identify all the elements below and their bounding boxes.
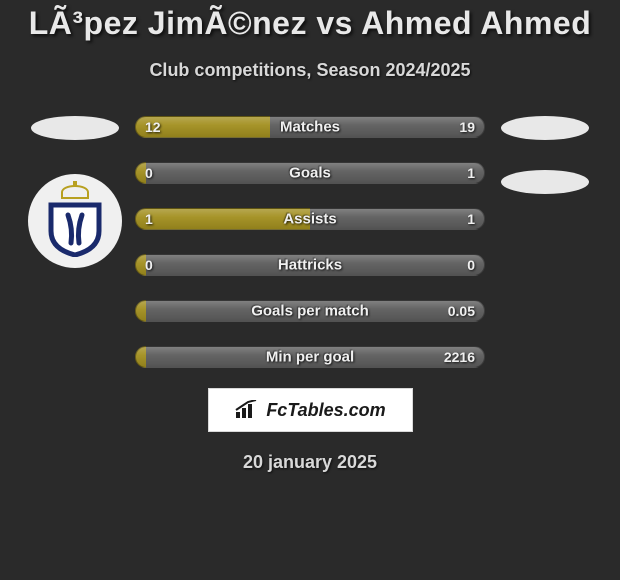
right-column — [490, 116, 600, 368]
shield-icon — [47, 201, 103, 257]
stat-bar-left-segment — [135, 300, 146, 322]
player-left-placeholder-ellipse — [31, 116, 119, 140]
crown-icon — [61, 185, 89, 199]
stat-bar-right-value: 1 — [467, 165, 475, 181]
club-badge-left — [28, 174, 122, 268]
stat-bar-label: Min per goal — [266, 349, 354, 366]
chart-icon — [234, 400, 260, 420]
stat-bar-left-value: 0 — [145, 165, 153, 181]
source-logo-text: FcTables.com — [266, 400, 385, 421]
stat-bar-label: Assists — [283, 211, 336, 228]
stat-bar-left-value: 0 — [145, 257, 153, 273]
stat-bar-label: Goals per match — [251, 303, 369, 320]
player-right-placeholder-ellipse-2 — [501, 170, 589, 194]
stat-bar-left-value: 12 — [145, 119, 161, 135]
stat-bar-right-value: 0 — [467, 257, 475, 273]
page-title: LÃ³pez JimÃ©nez vs Ahmed Ahmed — [29, 5, 592, 42]
stats-bars-column: Matches1219Goals01Assists11Hattricks00Go… — [130, 116, 490, 368]
stat-bar-right-value: 2216 — [444, 349, 475, 365]
stat-bar-row: Min per goal 2216 — [135, 346, 485, 368]
source-logo-box: FcTables.com — [208, 388, 413, 432]
stat-bar-left-segment — [135, 254, 146, 276]
crest-icon — [45, 185, 105, 257]
stat-bar-right-value: 0.05 — [448, 303, 475, 319]
stat-bar-label: Matches — [280, 119, 340, 136]
main-container: LÃ³pez JimÃ©nez vs Ahmed Ahmed Club comp… — [0, 0, 620, 580]
stat-bar-right-value: 19 — [459, 119, 475, 135]
player-right-placeholder-ellipse-1 — [501, 116, 589, 140]
date-text: 20 january 2025 — [243, 452, 377, 473]
stat-bar-left-value: 1 — [145, 211, 153, 227]
stat-bar-left-segment — [135, 346, 146, 368]
stat-bar-row: Goals per match 0.05 — [135, 300, 485, 322]
page-subtitle: Club competitions, Season 2024/2025 — [149, 60, 470, 81]
stat-bar-row: Assists 1 1 — [135, 208, 485, 230]
stat-bar-left-segment — [135, 162, 146, 184]
stat-bar-label: Goals — [289, 165, 331, 182]
source-logo: FcTables.com — [234, 400, 385, 421]
stat-bar-row: Hattricks 0 0 — [135, 254, 485, 276]
stats-area: Matches1219Goals01Assists11Hattricks00Go… — [0, 116, 620, 368]
left-column — [20, 116, 130, 368]
stat-bar-label: Hattricks — [278, 257, 342, 274]
stat-bar-row: Matches 12 19 — [135, 116, 485, 138]
stat-bar-right-value: 1 — [467, 211, 475, 227]
stat-bar-row: Goals 0 1 — [135, 162, 485, 184]
